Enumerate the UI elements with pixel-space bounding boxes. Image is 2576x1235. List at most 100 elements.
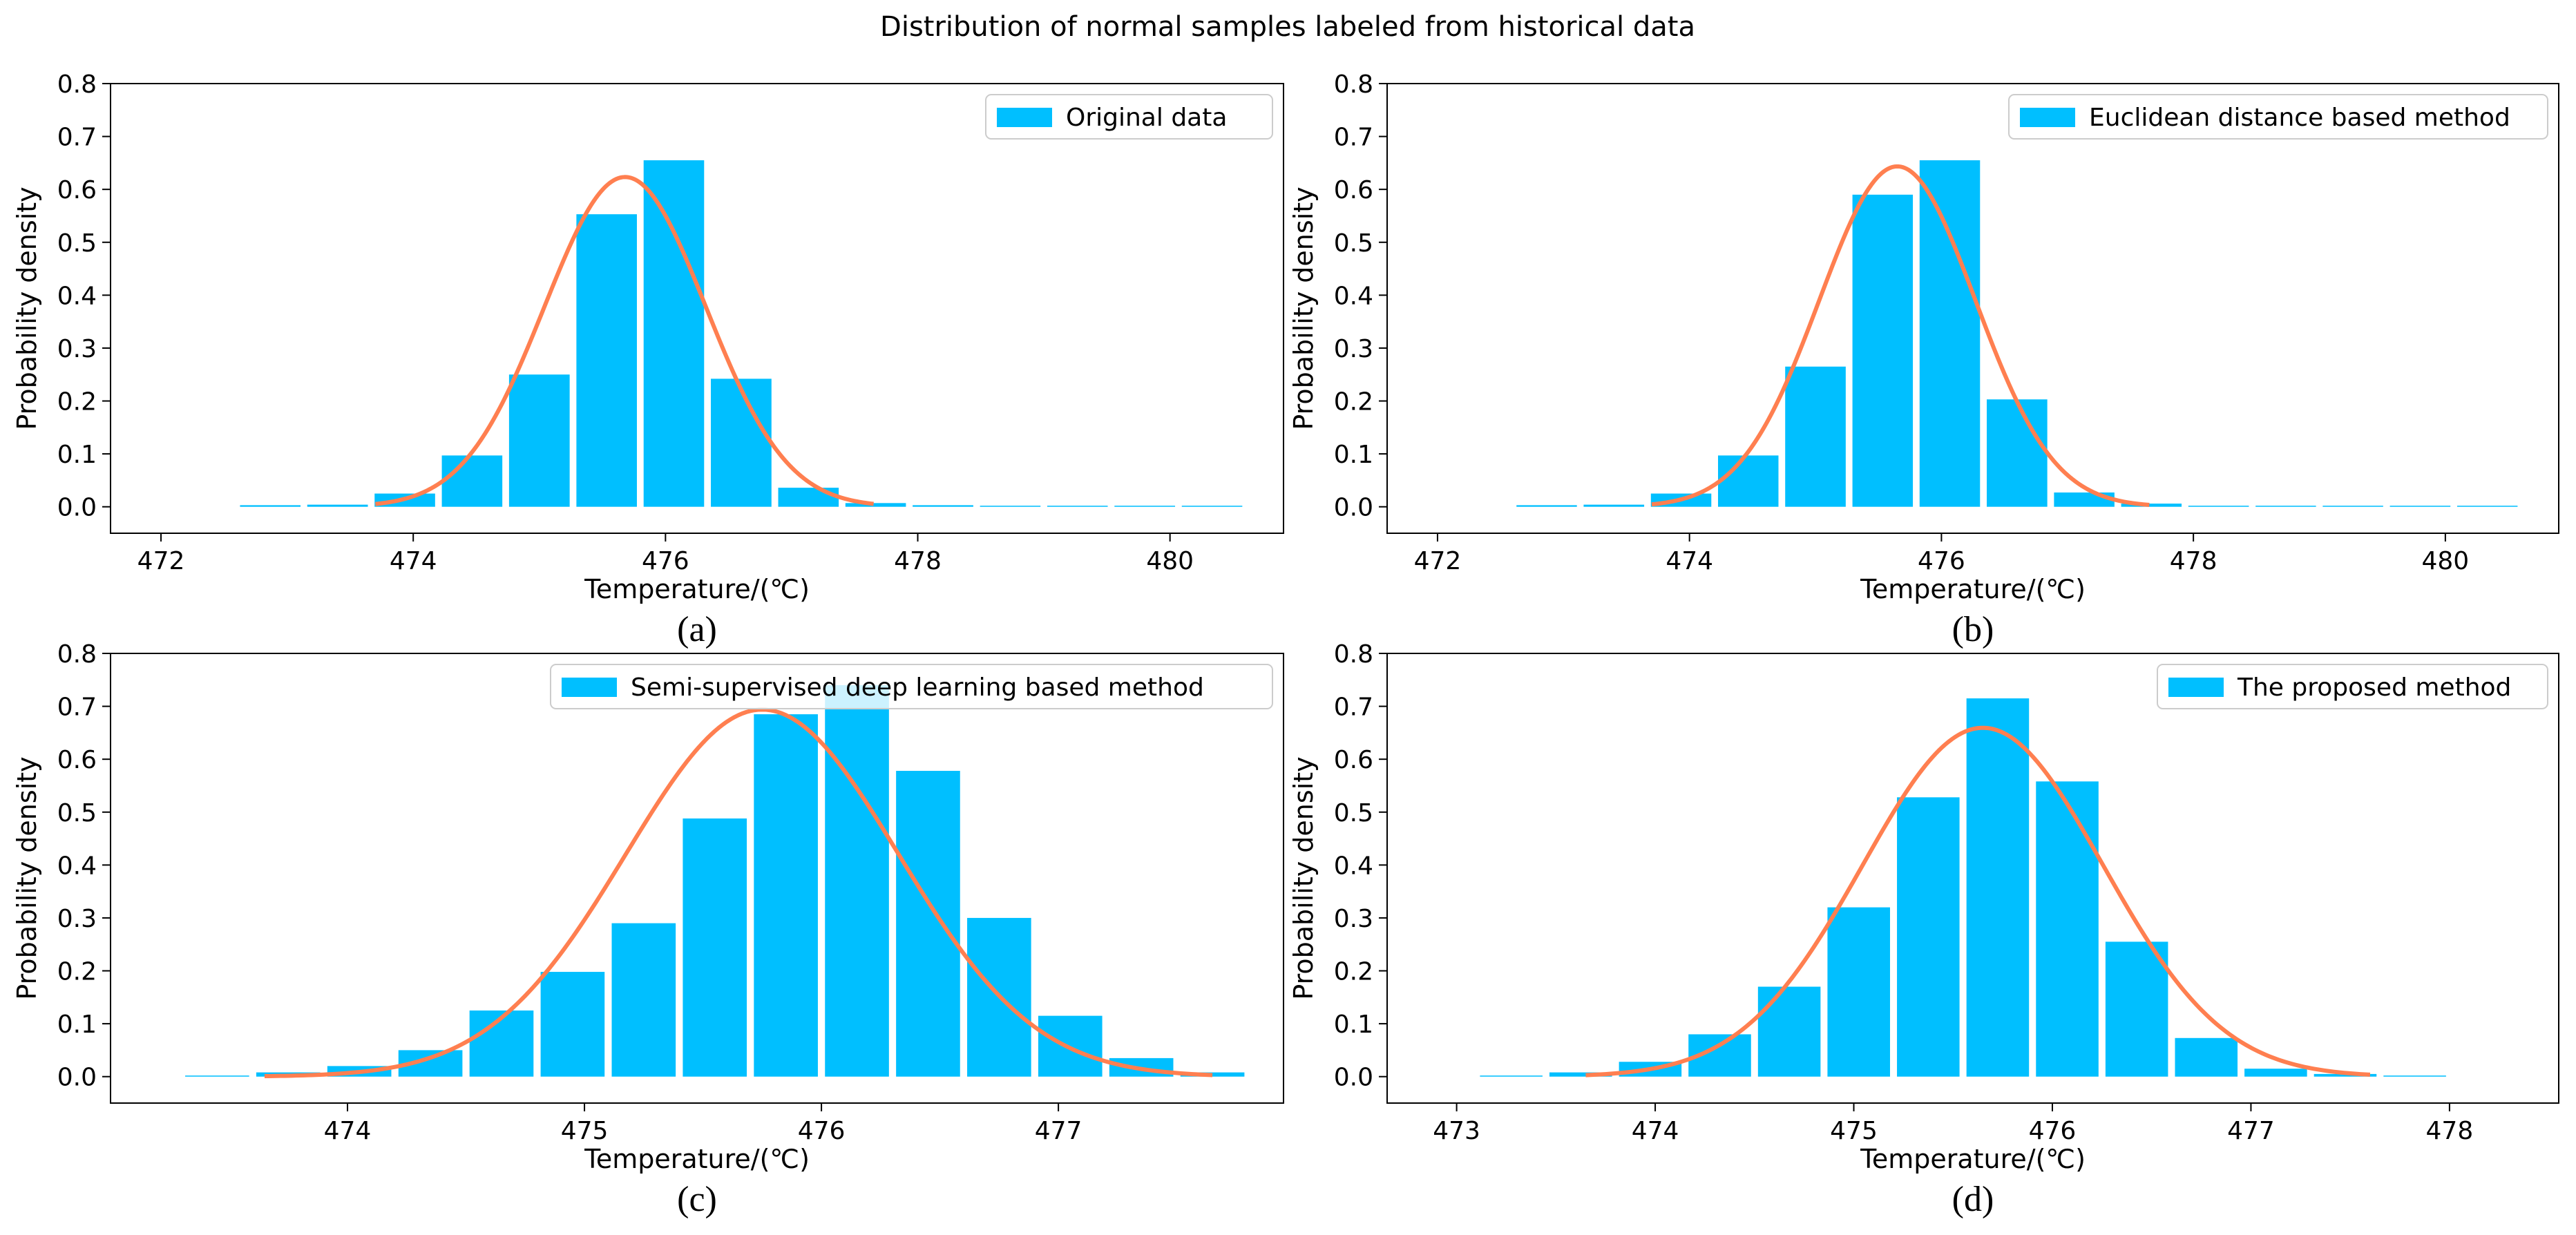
y-tick-label: 0.1 (1334, 441, 1373, 469)
histogram-bar (913, 505, 973, 507)
histogram-bar (1549, 1072, 1612, 1077)
chart-panel-a: 0.0 0.1 0.2 0.3 0.4 0.5 0.6 0.7 0.8 472 474 476 478 4… (12, 70, 1284, 649)
y-tick-label: 0.8 (1334, 70, 1373, 99)
y-tick-label: 0.0 (57, 1064, 97, 1092)
y-tick-label: 0.5 (1334, 229, 1373, 258)
histogram-bar (1757, 986, 1821, 1077)
legend-box (2008, 94, 2548, 140)
histogram-bar (1919, 160, 1981, 507)
y-tick-label: 0.5 (57, 229, 97, 258)
legend: The proposed method (2157, 664, 2548, 709)
plot-area (1516, 160, 2518, 507)
histogram-bar (1583, 504, 1645, 507)
y-tick-label: 0.3 (57, 905, 97, 933)
chart-panel-b: 0.0 0.1 0.2 0.3 0.4 0.5 0.6 0.7 0.8 472 474 476 478 4… (1288, 70, 2559, 649)
histogram-bar (540, 972, 605, 1077)
histogram-bar (576, 214, 637, 507)
panels: 0.0 0.1 0.2 0.3 0.4 0.5 0.6 0.7 0.8 472 474 476 478 4… (12, 70, 2559, 1219)
y-tick-label: 0.4 (57, 852, 97, 880)
y-tick-label: 0.0 (1334, 494, 1373, 522)
chart-panel-c: 0.0 0.1 0.2 0.3 0.4 0.5 0.6 0.7 0.8 474 475 476 477 T… (12, 640, 1284, 1219)
histogram-bar (1966, 698, 2030, 1077)
y-tick-label: 0.6 (57, 176, 97, 204)
histogram-bar (2322, 506, 2383, 507)
histogram-bar (1897, 797, 1960, 1077)
legend-box (985, 94, 1273, 140)
histogram-bar (754, 714, 818, 1077)
plot-area (240, 160, 1243, 507)
panel-caption: (b) (1952, 610, 1994, 649)
histogram-bar (441, 455, 503, 507)
histogram-bar (896, 771, 960, 1077)
axes-frame (1386, 83, 2559, 534)
legend-box (2157, 664, 2548, 709)
x-tick-label: 474 (390, 547, 437, 575)
x-tick-label: 474 (1632, 1117, 1679, 1145)
histogram-bar (683, 818, 747, 1077)
y-axis-label: Probability density (1288, 756, 1319, 999)
histogram-bar (2188, 506, 2249, 507)
legend-swatch (2168, 678, 2224, 697)
fit-curve (1585, 725, 2371, 1078)
x-tick-label: 480 (1146, 547, 1194, 575)
histogram-bar (2105, 941, 2168, 1077)
x-tick-label: 476 (798, 1117, 846, 1145)
y-tick-label: 0.3 (1334, 335, 1373, 363)
histogram-bar (711, 379, 772, 507)
histogram-bar (1827, 907, 1890, 1077)
x-tick-label: 477 (2227, 1117, 2275, 1145)
x-tick-label: 476 (1918, 547, 1965, 575)
histogram-bar (845, 503, 906, 507)
x-axis-label: Temperature/(℃) (584, 574, 810, 604)
panel-caption: (d) (1952, 1180, 1994, 1219)
y-tick-label: 0.7 (57, 124, 97, 152)
histogram-bar (1114, 506, 1176, 507)
y-tick-label: 0.4 (57, 282, 97, 310)
y-tick-label: 0.6 (57, 746, 97, 774)
y-tick-label: 0.6 (1334, 746, 1373, 774)
y-tick-label: 0.7 (57, 693, 97, 722)
histogram-bar (778, 488, 839, 507)
x-tick-label: 478 (2170, 547, 2217, 575)
y-tick-label: 0.7 (1334, 693, 1373, 722)
legend-label: The proposed method (2237, 673, 2511, 702)
legend-label: Original data (1066, 104, 1227, 132)
histogram-bar (1181, 506, 1243, 507)
histogram-bar (469, 1010, 534, 1077)
histogram-bar (1047, 506, 1108, 507)
y-axis-label: Probability density (12, 186, 42, 430)
y-tick-label: 0.4 (1334, 282, 1373, 310)
y-tick-label: 0.7 (1334, 124, 1373, 152)
histogram-bar (1718, 455, 1779, 507)
x-axis-label: Temperature/(℃) (1860, 574, 2086, 604)
axes-frame (110, 653, 1284, 1104)
x-tick-label: 475 (1830, 1117, 1878, 1145)
plot-area (185, 684, 1245, 1079)
y-tick-label: 0.0 (1334, 1064, 1373, 1092)
y-tick-label: 0.3 (57, 335, 97, 363)
y-tick-label: 0.1 (57, 1011, 97, 1039)
x-tick-label: 472 (137, 547, 185, 575)
y-axis-label: Probability density (1288, 186, 1319, 430)
x-tick-label: 472 (1414, 547, 1462, 575)
histogram-bar (643, 160, 705, 507)
histogram-bar (240, 505, 301, 507)
y-tick-label: 0.2 (57, 958, 97, 986)
histogram-bar (2244, 1069, 2307, 1077)
y-tick-label: 0.8 (57, 640, 97, 669)
axes-frame (1386, 653, 2559, 1104)
x-tick-label: 478 (2426, 1117, 2474, 1145)
histogram-bar (2383, 1075, 2446, 1077)
histogram-bar (2054, 492, 2115, 507)
y-axis-label: Probability density (12, 756, 42, 999)
histogram-bar (307, 504, 368, 507)
histogram-bar (2313, 1073, 2377, 1077)
legend-label: Semi-supervised deep learning based meth… (631, 673, 1204, 702)
legend: Original data (985, 94, 1273, 140)
y-tick-label: 0.2 (1334, 958, 1373, 986)
y-tick-label: 0.8 (57, 70, 97, 99)
y-tick-label: 0.0 (57, 494, 97, 522)
panel-caption: (a) (677, 610, 717, 649)
plot-area (1480, 698, 2446, 1078)
legend: Euclidean distance based method (2008, 94, 2548, 140)
